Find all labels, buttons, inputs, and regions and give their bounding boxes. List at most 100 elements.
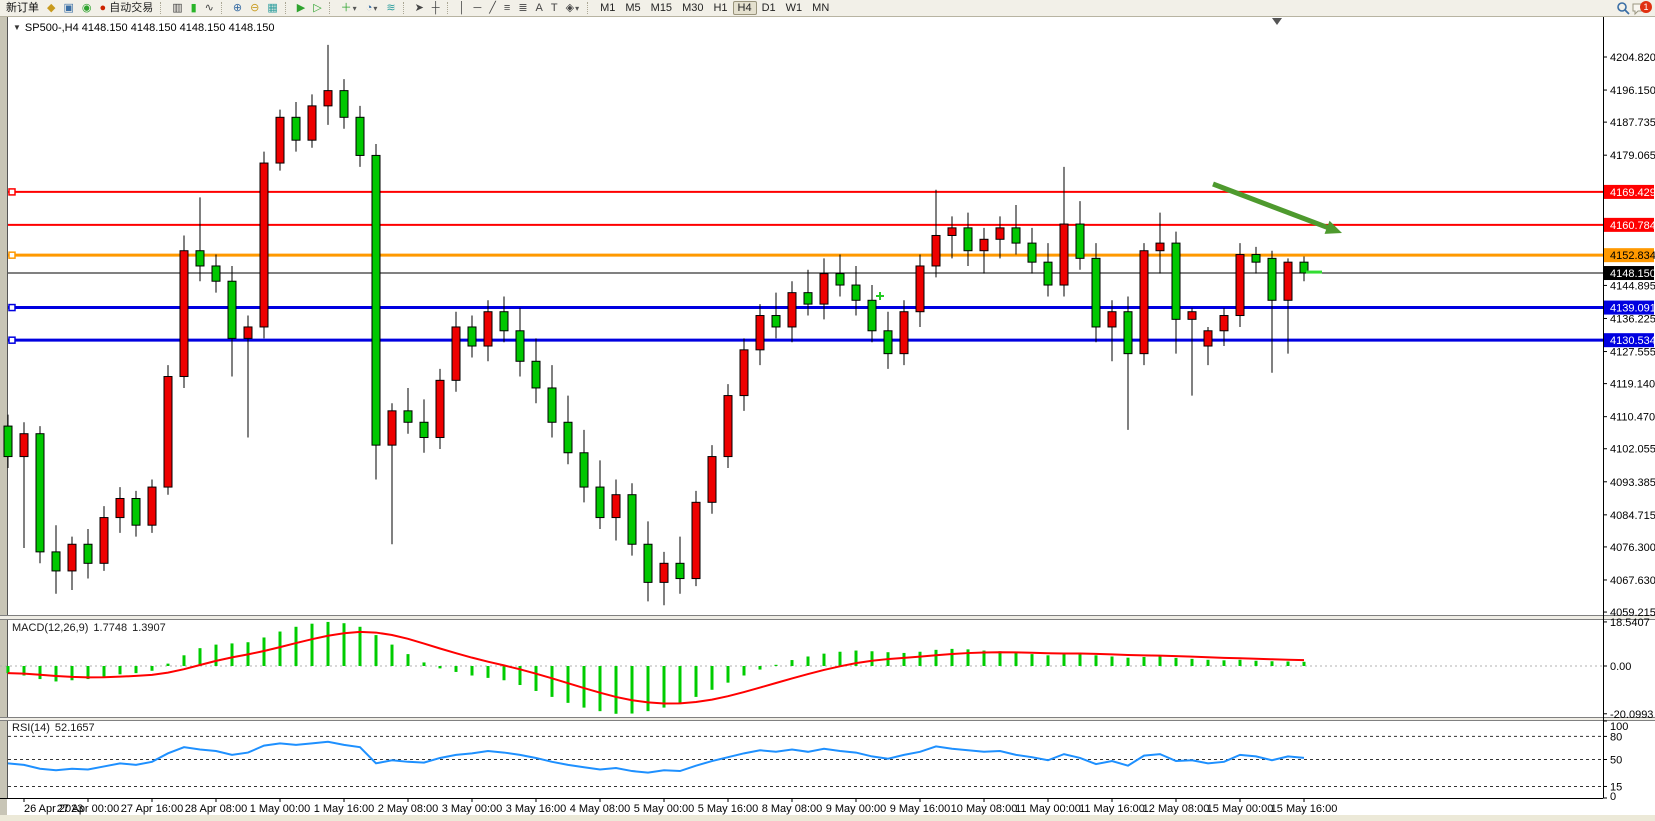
tab-timeframe-d1[interactable]: D1 xyxy=(761,2,776,14)
svg-text:80: 80 xyxy=(1610,731,1622,743)
zoom-in-icon[interactable]: ⊕ xyxy=(232,2,243,14)
tab-timeframe-m1[interactable]: M1 xyxy=(600,2,616,14)
rsi-name: RSI(14) xyxy=(12,722,50,734)
tab-timeframe-w1[interactable]: W1 xyxy=(785,2,803,14)
profiles-icon[interactable]: ◆ xyxy=(47,2,56,14)
svg-text:2 May 08:00: 2 May 08:00 xyxy=(378,803,439,815)
auto-trading-label: 自动交易 xyxy=(109,2,154,14)
toolbar-grip xyxy=(220,2,226,14)
svg-text:4139.091: 4139.091 xyxy=(1610,303,1655,315)
cursor-icon[interactable]: ➤ xyxy=(414,2,424,14)
svg-text:4187.735: 4187.735 xyxy=(1610,117,1655,129)
toolbar-grip xyxy=(587,2,592,14)
channel-tool-icon[interactable]: ≡ xyxy=(503,2,511,14)
svg-text:4110.470: 4110.470 xyxy=(1610,412,1655,424)
svg-text:18.5407: 18.5407 xyxy=(1610,617,1650,629)
svg-text:12 May 08:00: 12 May 08:00 xyxy=(1143,803,1210,815)
svg-text:4127.555: 4127.555 xyxy=(1610,347,1655,359)
toolbar-grip xyxy=(446,2,452,14)
clock-icon: ◔ xyxy=(365,2,373,14)
crosshair-icon[interactable]: ┼ xyxy=(431,2,440,14)
rsi-line xyxy=(7,740,1305,774)
svg-text:9 May 16:00: 9 May 16:00 xyxy=(890,803,951,815)
macd-indicator-label: MACD(12,26,9) 1.7748 1.3907 xyxy=(12,622,166,634)
chevron-down-icon: ▾ xyxy=(352,4,357,13)
svg-text:15 May 00:00: 15 May 00:00 xyxy=(1207,803,1274,815)
svg-text:26 Apr 2023: 26 Apr 2023 xyxy=(24,803,83,815)
svg-text:4059.215: 4059.215 xyxy=(1610,607,1655,619)
svg-text:1 May 00:00: 1 May 00:00 xyxy=(250,803,311,815)
autotrade-status-icon: ● xyxy=(99,2,107,14)
macd-name: MACD(12,26,9) xyxy=(12,622,89,634)
periods-button[interactable]: ◔▾ xyxy=(362,0,383,16)
tab-timeframe-h1[interactable]: H1 xyxy=(713,2,728,14)
text-label-tool-icon[interactable]: T xyxy=(550,2,558,14)
tab-timeframe-m30[interactable]: M30 xyxy=(682,2,704,14)
svg-text:15 May 16:00: 15 May 16:00 xyxy=(1271,803,1338,815)
svg-text:4148.150: 4148.150 xyxy=(1610,268,1655,280)
market-watch-icon[interactable]: ▣ xyxy=(63,2,74,14)
trend-arrow-head xyxy=(1324,220,1342,234)
svg-text:4 May 08:00: 4 May 08:00 xyxy=(570,803,631,815)
auto-scroll-icon[interactable]: ▶ xyxy=(296,2,306,14)
chevron-down-icon: ▾ xyxy=(575,4,580,13)
svg-text:10 May 08:00: 10 May 08:00 xyxy=(951,803,1018,815)
candles xyxy=(3,44,1309,606)
tile-windows-icon[interactable]: ▦ xyxy=(267,2,278,14)
svg-text:11 May 00:00: 11 May 00:00 xyxy=(1015,803,1081,815)
templates-icon[interactable]: ≋ xyxy=(386,2,396,14)
macd-signal-value: 1.3907 xyxy=(132,622,166,634)
fibonacci-tool-icon[interactable]: ≣ xyxy=(518,2,528,14)
notifications-icon[interactable]: 1 xyxy=(1631,0,1653,16)
svg-text:4084.715: 4084.715 xyxy=(1610,510,1655,522)
svg-text:100: 100 xyxy=(1610,721,1628,733)
rsi-indicator-label: RSI(14) 52.1657 xyxy=(12,722,95,734)
line-chart-icon[interactable]: ∿ xyxy=(204,2,214,14)
zoom-out-icon[interactable]: ⊖ xyxy=(250,2,260,14)
toolbar-grip xyxy=(160,2,165,14)
svg-text:4093.385: 4093.385 xyxy=(1610,477,1655,489)
horizontal-line-tool-icon[interactable]: ─ xyxy=(473,2,482,14)
svg-text:4179.065: 4179.065 xyxy=(1610,150,1655,162)
svg-text:4196.150: 4196.150 xyxy=(1610,85,1655,97)
bar-chart-icon[interactable]: ▥ xyxy=(172,2,183,14)
auto-trading-button[interactable]: ● 自动交易 xyxy=(95,0,157,16)
svg-text:27 Apr 00:00: 27 Apr 00:00 xyxy=(57,803,119,815)
toolbar-grip xyxy=(328,2,334,14)
svg-text:27 Apr 16:00: 27 Apr 16:00 xyxy=(121,803,183,815)
vertical-line-tool-icon[interactable]: │ xyxy=(458,2,466,14)
symbol-dropdown-icon[interactable]: ▼ xyxy=(13,23,21,32)
arrows-tool-icon: ◈ xyxy=(565,2,575,14)
svg-text:4067.630: 4067.630 xyxy=(1610,575,1655,587)
arrows-tool-button[interactable]: ◈▾ xyxy=(562,0,584,16)
svg-text:4144.895: 4144.895 xyxy=(1610,280,1655,292)
text-tool-icon[interactable]: A xyxy=(535,2,543,14)
new-order-button[interactable]: 新订单 xyxy=(6,2,39,14)
svg-text:4204.820: 4204.820 xyxy=(1610,52,1655,64)
chart-shift-icon[interactable]: ▷ xyxy=(313,2,322,14)
svg-text:11 May 16:00: 11 May 16:00 xyxy=(1079,803,1145,815)
tab-timeframe-m15[interactable]: M15 xyxy=(650,2,673,14)
tab-timeframe-h4[interactable]: H4 xyxy=(732,1,757,15)
toolbar-grip xyxy=(402,2,408,14)
trendline-tool-icon[interactable]: ╱ xyxy=(489,2,496,14)
tab-timeframe-m5[interactable]: M5 xyxy=(625,2,641,14)
svg-text:4102.055: 4102.055 xyxy=(1610,444,1655,456)
add-indicator-button[interactable]: ＋▾ xyxy=(337,0,362,16)
chart-title-text: SP500-,H4 4148.150 4148.150 4148.150 414… xyxy=(24,22,275,34)
svg-text:5 May 16:00: 5 May 16:00 xyxy=(698,803,759,815)
svg-text:3 May 00:00: 3 May 00:00 xyxy=(442,803,503,815)
search-icon[interactable] xyxy=(1615,1,1631,15)
notification-badge: 1 xyxy=(1643,2,1648,12)
signals-icon[interactable]: ◉ xyxy=(81,2,92,14)
svg-text:0: 0 xyxy=(1610,791,1616,803)
svg-text:5 May 00:00: 5 May 00:00 xyxy=(634,803,695,815)
tab-timeframe-mn[interactable]: MN xyxy=(812,2,830,14)
candlestick-chart-icon[interactable]: ▮ xyxy=(190,2,197,14)
trend-arrow xyxy=(1212,181,1334,232)
svg-text:8 May 08:00: 8 May 08:00 xyxy=(762,803,823,815)
svg-text:4169.429: 4169.429 xyxy=(1610,187,1655,199)
chart-title: ▼ SP500-,H4 4148.150 4148.150 4148.150 41… xyxy=(13,22,274,34)
svg-text:4136.225: 4136.225 xyxy=(1610,313,1655,325)
